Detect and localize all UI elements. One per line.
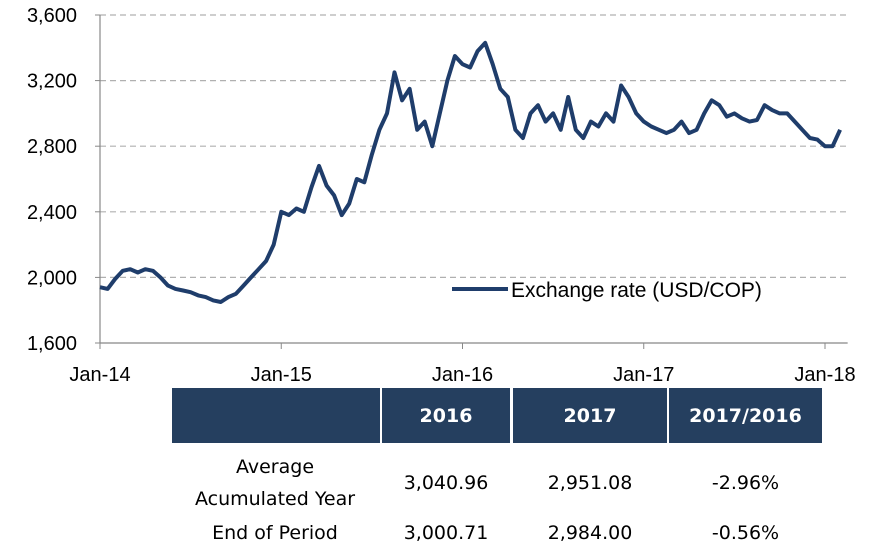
y-tick-label: 3,600	[27, 5, 77, 27]
line-series	[99, 40, 842, 304]
table-cell: 3,000.71	[403, 522, 489, 544]
table-header-cell: 2017	[513, 388, 667, 443]
x-tick-label: Jan-15	[251, 364, 312, 386]
table-header-cell: 2016	[382, 388, 510, 443]
x-tick-label: Jan-18	[794, 364, 855, 386]
table-cell: -2.96%	[711, 472, 780, 494]
table-cell: 3,040.96	[403, 472, 489, 494]
y-tick-label: 2,000	[27, 267, 77, 289]
y-tick-label: 2,800	[27, 136, 77, 158]
y-tick-label: 2,400	[27, 202, 77, 224]
y-tick-label: 1,600	[27, 333, 77, 355]
table-cell: -0.56%	[711, 522, 780, 544]
table-cell: Average Acumulated Year	[194, 456, 356, 510]
table-header-cell	[172, 388, 380, 443]
x-tick-label: Jan-17	[613, 364, 674, 386]
table-cell: End of Period	[212, 522, 338, 544]
table-header-cell: 2017/2016	[669, 388, 822, 443]
table-cell: 2,984.00	[547, 522, 633, 544]
legend-label: Exchange rate (USD/COP)	[511, 279, 762, 302]
table-cell: 2,951.08	[547, 472, 633, 494]
y-tick-label: 3,200	[27, 71, 77, 93]
x-tick-label: Jan-16	[432, 364, 493, 386]
x-tick-label: Jan-14	[69, 364, 130, 386]
